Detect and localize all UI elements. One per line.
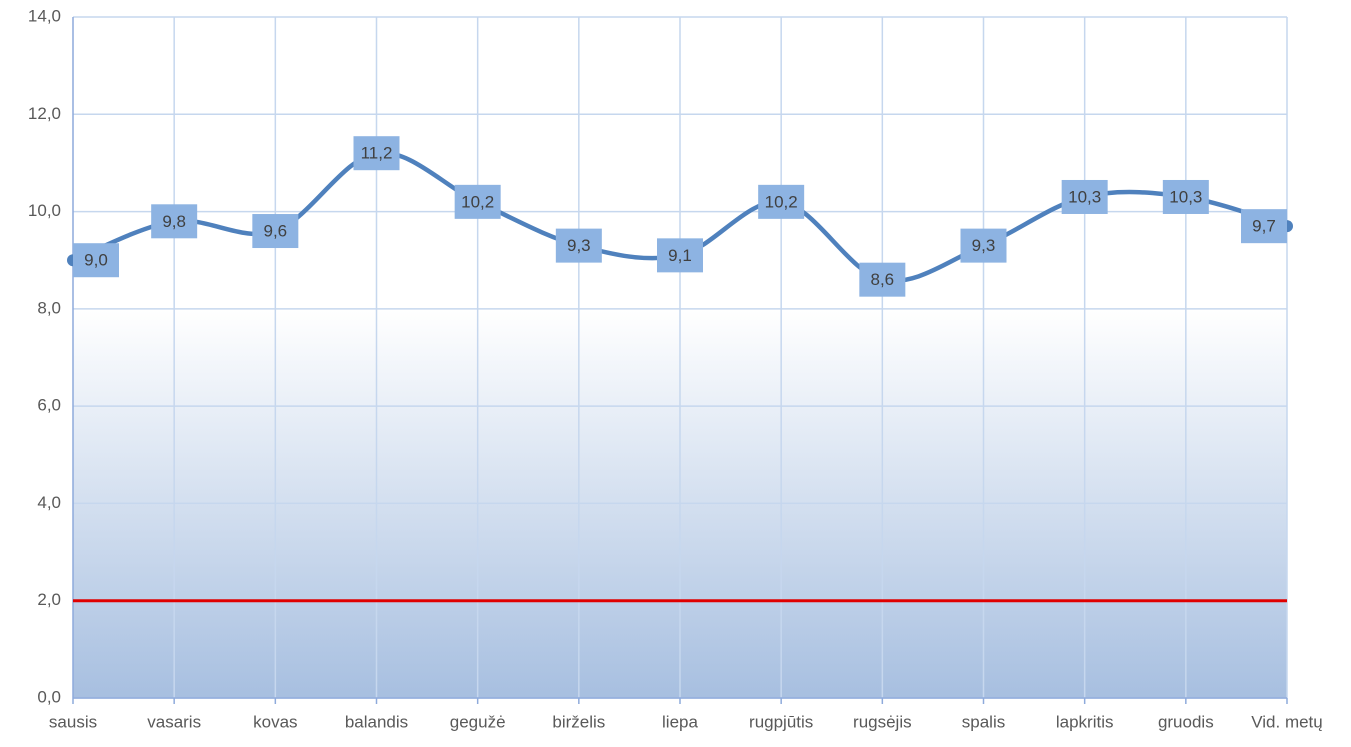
data-label: 10,2 bbox=[461, 192, 494, 211]
y-tick-label: 0,0 bbox=[37, 687, 61, 706]
data-label: 9,8 bbox=[162, 212, 186, 231]
y-tick-label: 6,0 bbox=[37, 396, 61, 415]
x-tick-label: birželis bbox=[552, 712, 605, 731]
y-tick-label: 12,0 bbox=[28, 104, 61, 123]
x-tick-label: sausis bbox=[49, 712, 97, 731]
data-label-box bbox=[1241, 209, 1287, 244]
data-label-box bbox=[252, 214, 299, 249]
y-tick-label: 8,0 bbox=[37, 298, 61, 317]
data-label-box bbox=[555, 228, 602, 263]
x-tick-label: Vid. metų bbox=[1251, 712, 1323, 731]
data-label: 9,7 bbox=[1252, 217, 1276, 236]
data-label: 9,3 bbox=[567, 236, 591, 255]
data-label-box bbox=[151, 204, 198, 239]
y-tick-label: 2,0 bbox=[37, 590, 61, 609]
x-tick-label: balandis bbox=[345, 712, 408, 731]
data-label-box bbox=[859, 262, 906, 297]
data-label: 9,0 bbox=[84, 251, 108, 270]
x-tick-label: vasaris bbox=[147, 712, 201, 731]
data-label-box bbox=[454, 184, 501, 219]
data-label: 9,6 bbox=[264, 222, 288, 241]
x-tick-label: kovas bbox=[253, 712, 297, 731]
data-label-box bbox=[1061, 179, 1108, 214]
x-tick-label: spalis bbox=[962, 712, 1005, 731]
x-tick-label: lapkritis bbox=[1056, 712, 1114, 731]
data-label-box bbox=[73, 243, 119, 278]
x-tick-label: gruodis bbox=[1158, 712, 1214, 731]
data-label: 10,2 bbox=[765, 192, 798, 211]
data-label: 9,1 bbox=[668, 246, 692, 265]
data-label-box bbox=[960, 228, 1007, 263]
data-label: 11,2 bbox=[361, 144, 393, 163]
data-label-box bbox=[758, 184, 805, 219]
x-tick-label: rugpjūtis bbox=[749, 712, 813, 731]
data-label: 10,3 bbox=[1068, 187, 1101, 206]
x-tick-label: liepa bbox=[662, 712, 698, 731]
y-tick-label: 4,0 bbox=[37, 493, 61, 512]
data-label-box bbox=[657, 238, 703, 273]
data-label-box bbox=[1162, 179, 1209, 214]
x-tick-label: rugsėjis bbox=[853, 712, 912, 731]
data-label-box bbox=[353, 136, 400, 171]
data-label: 9,3 bbox=[972, 236, 996, 255]
y-tick-label: 14,0 bbox=[28, 6, 61, 25]
y-tick-label: 10,0 bbox=[28, 201, 61, 220]
data-label: 10,3 bbox=[1169, 187, 1202, 206]
x-tick-label: gegužė bbox=[450, 712, 506, 731]
data-label: 8,6 bbox=[871, 270, 895, 289]
